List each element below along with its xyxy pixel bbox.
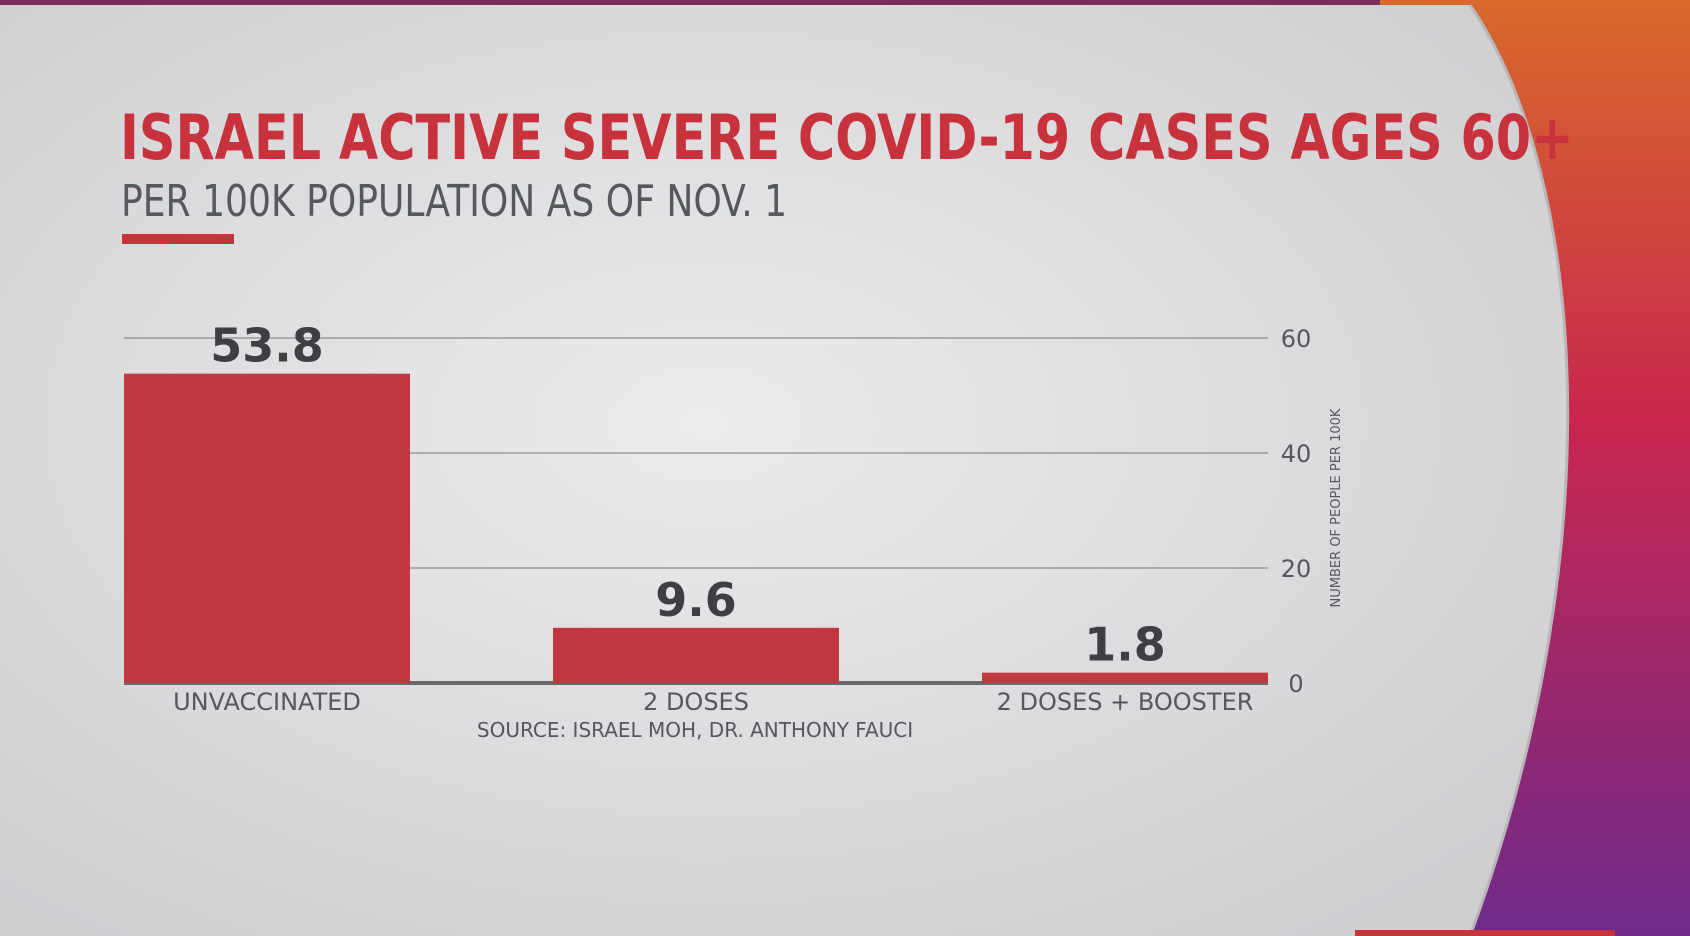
y-tick-label: 40	[1281, 440, 1312, 468]
panel-edge	[1468, 4, 1570, 936]
y-axis: 0 20 40 60	[1281, 325, 1312, 698]
top-strip	[0, 0, 1690, 5]
panel	[0, 5, 1568, 936]
bar-value-label: 53.8	[210, 319, 324, 373]
chart-subtitle: PER 100K POPULATION AS OF NOV. 1	[121, 176, 788, 227]
chart-title: ISRAEL ACTIVE SEVERE COVID-19 CASES AGES…	[120, 101, 1574, 174]
title-accent-bar	[122, 234, 234, 244]
bar	[553, 627, 839, 683]
y-tick-label: 60	[1281, 325, 1312, 353]
y-tick-label: 0	[1288, 670, 1303, 698]
bar	[124, 373, 410, 683]
category-label: UNVACCINATED	[173, 688, 361, 716]
bar	[982, 672, 1268, 683]
y-axis-title: NUMBER OF PEOPLE PER 100K	[1329, 408, 1344, 607]
category-label: 2 DOSES	[643, 688, 749, 716]
y-tick-label: 20	[1281, 555, 1312, 583]
bar-value-label: 9.6	[655, 573, 737, 627]
bar-labels: 53.8 UNVACCINATED 9.6 2 DOSES 1.8 2 DOSES + B…	[173, 319, 1253, 716]
bars	[124, 373, 1268, 683]
bottom-strip	[1355, 930, 1615, 936]
category-label: 2 DOSES + BOOSTER	[997, 688, 1254, 716]
bar-value-label: 1.8	[1084, 618, 1166, 672]
source-note: SOURCE: ISRAEL MOH, DR. ANTHONY FAUCI	[477, 718, 913, 742]
